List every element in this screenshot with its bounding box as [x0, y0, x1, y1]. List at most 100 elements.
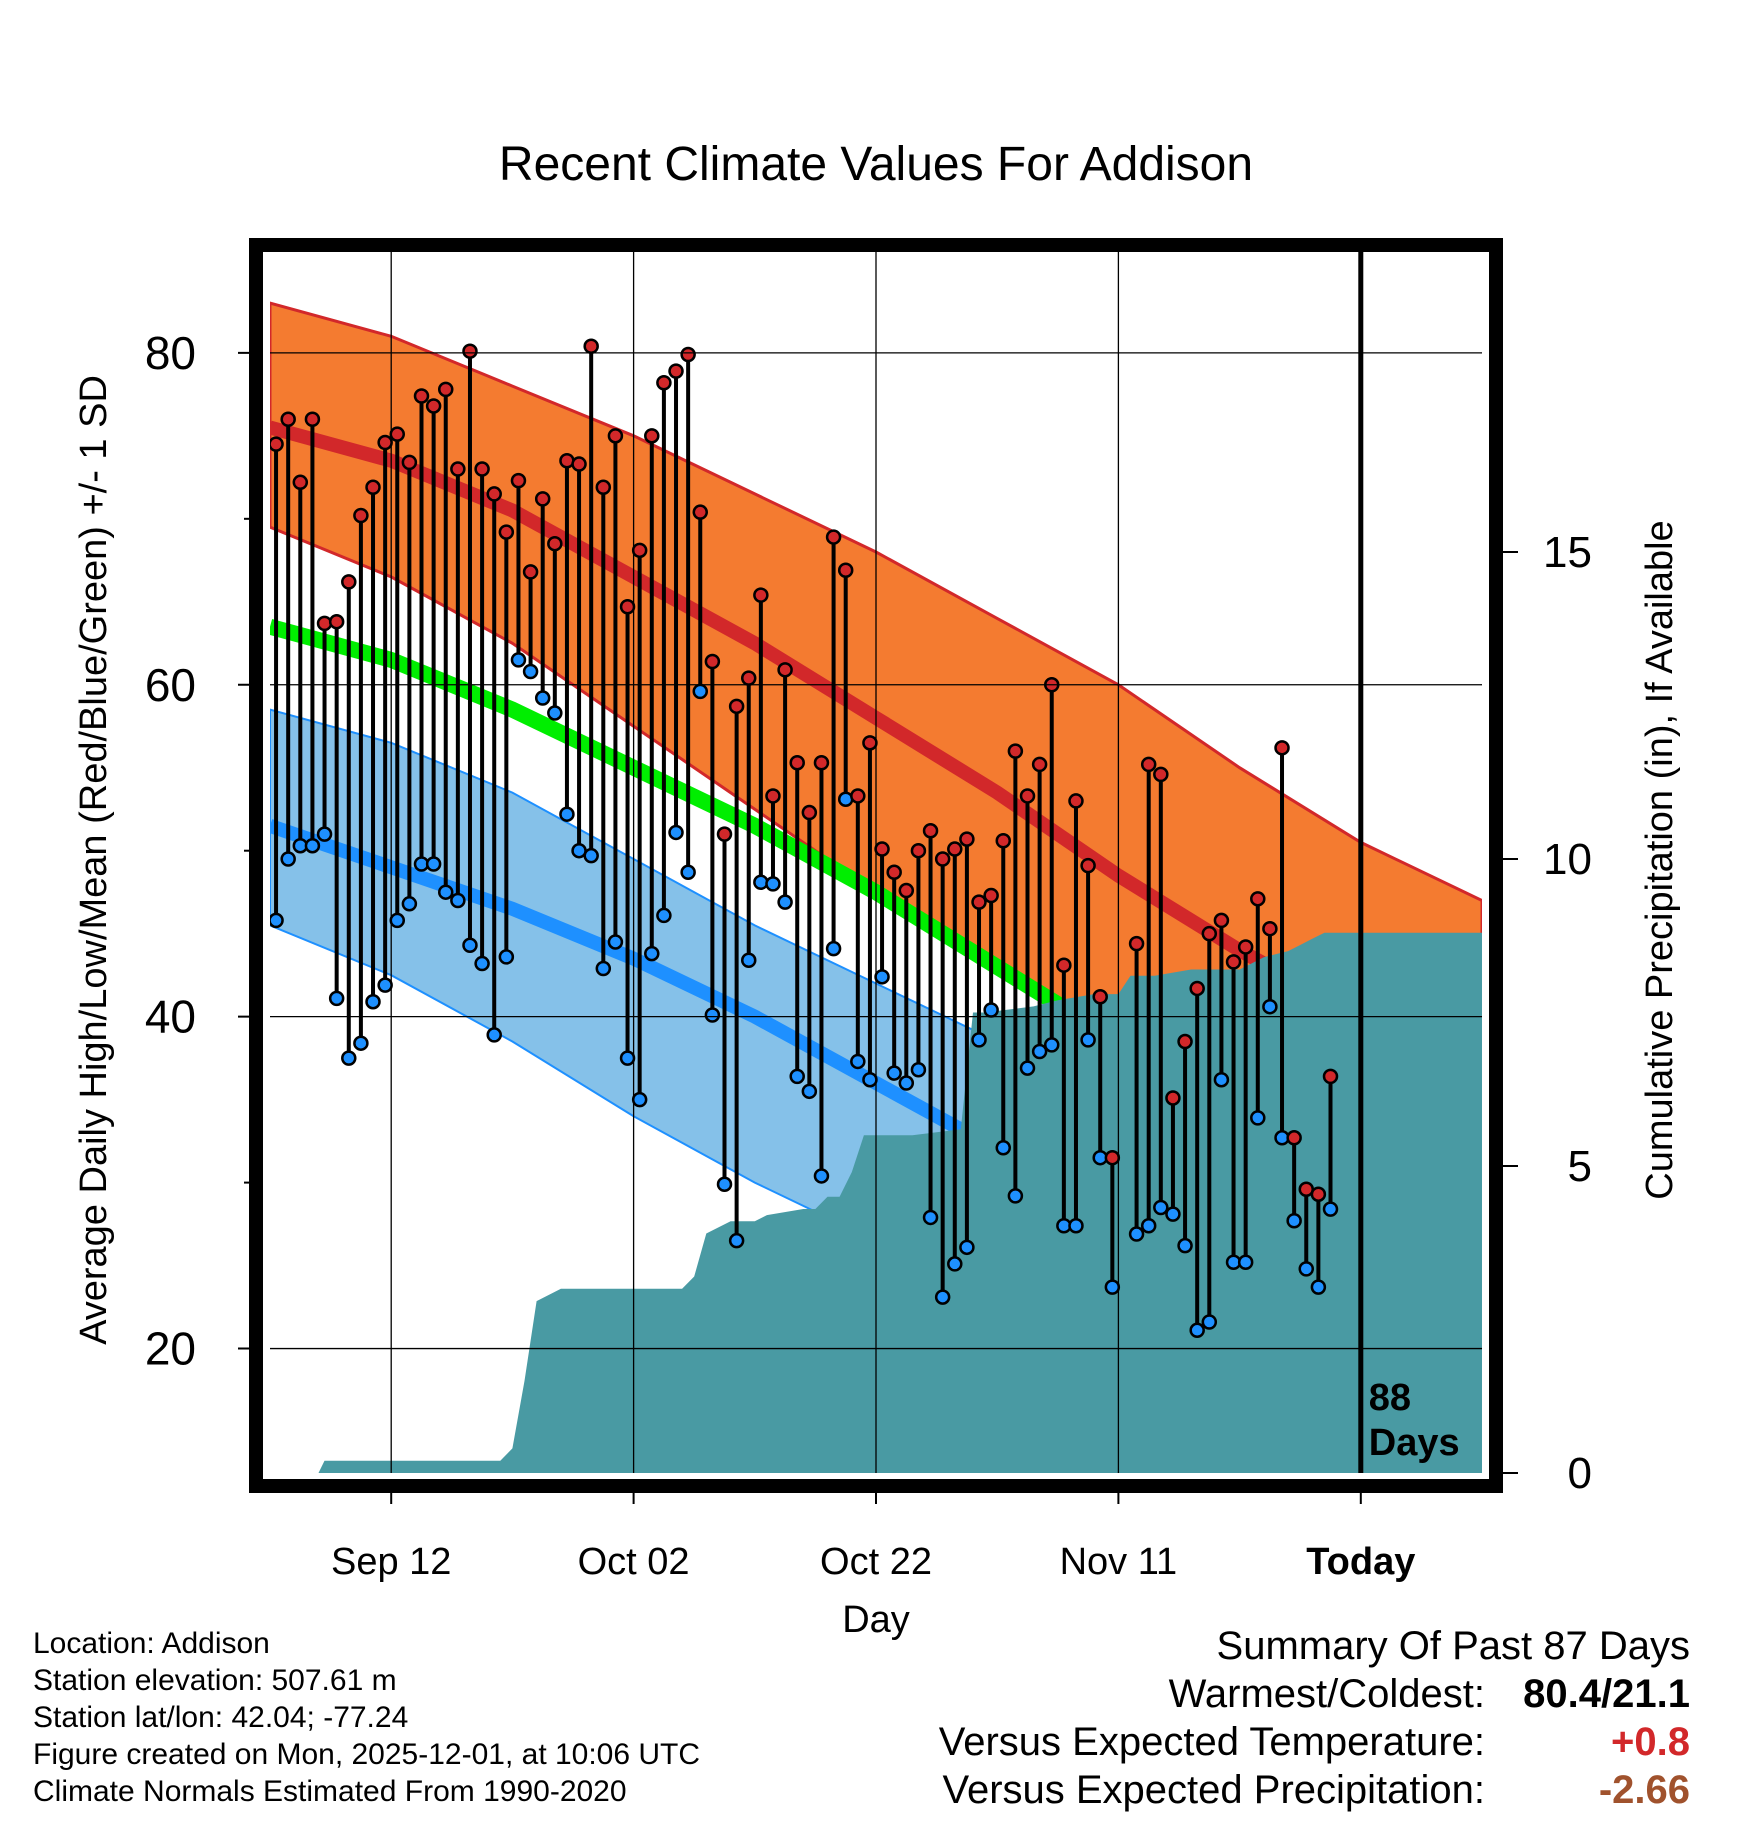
- daily-high-point: [1213, 912, 1230, 929]
- daily-low-point: [534, 690, 551, 706]
- summary-precip-row: Versus Expected Precipitation: -2.66: [790, 1766, 1690, 1814]
- daily-low-point: [692, 683, 709, 700]
- daily-high-point: [1140, 756, 1157, 773]
- daily-low-point: [801, 1083, 818, 1100]
- x-tick-label: Oct 22: [820, 1541, 932, 1583]
- summary-panel: Summary Of Past 87 Days Warmest/Coldest:…: [790, 1622, 1690, 1814]
- daily-high-point: [1031, 756, 1048, 773]
- x-axis-label: Day: [842, 1599, 910, 1641]
- summary-temp-row: Versus Expected Temperature: +0.8: [790, 1718, 1690, 1766]
- daily-low-point: [910, 1062, 927, 1078]
- daily-low-point: [1165, 1206, 1181, 1222]
- daily-low-point: [1019, 1060, 1036, 1076]
- daily-low-point: [934, 1289, 951, 1305]
- daily-high-point: [304, 411, 321, 427]
- daily-low-point: [389, 912, 406, 929]
- daily-high-point: [1322, 1068, 1339, 1085]
- daily-high-point: [1189, 980, 1205, 997]
- daily-high-point: [280, 411, 296, 427]
- daily-high-point: [1274, 740, 1290, 756]
- x-tick-label: Sep 12: [331, 1541, 451, 1583]
- daily-low-point: [1286, 1213, 1302, 1229]
- daily-low-point: [995, 1139, 1012, 1156]
- today-days-label: Days: [1369, 1422, 1460, 1464]
- summary-temp-label: Versus Expected Temperature:: [938, 1720, 1485, 1764]
- summary-title: Summary Of Past 87 Days: [1216, 1624, 1690, 1668]
- daily-high-point: [995, 832, 1012, 849]
- daily-low-point: [850, 1053, 866, 1070]
- x-tick-label: Today: [1306, 1541, 1415, 1583]
- daily-high-point: [1080, 857, 1096, 874]
- daily-low-point: [1007, 1188, 1024, 1204]
- daily-high-point: [1177, 1033, 1193, 1050]
- daily-low-point: [328, 990, 345, 1007]
- daily-low-point: [377, 977, 393, 993]
- daily-high-point: [1250, 891, 1266, 907]
- daily-low-point: [425, 856, 442, 872]
- daily-high-point: [1056, 957, 1072, 973]
- daily-low-point: [898, 1075, 915, 1091]
- daily-high-point: [547, 535, 563, 552]
- summary-warmest-row: Warmest/Coldest: 80.4/21.1: [790, 1670, 1690, 1718]
- daily-low-point: [740, 952, 757, 968]
- daily-low-point: [1262, 998, 1278, 1015]
- daily-low-point: [1128, 1226, 1145, 1242]
- daily-high-point: [571, 456, 587, 472]
- daily-low-point: [983, 1002, 999, 1018]
- daily-high-point: [801, 804, 818, 821]
- daily-low-point: [1189, 1322, 1205, 1339]
- info-location: Location: Addison: [33, 1627, 270, 1660]
- daily-low-point: [765, 876, 781, 892]
- daily-low-point: [607, 934, 624, 950]
- daily-high-point: [704, 653, 721, 670]
- daily-low-point: [1104, 1279, 1121, 1295]
- daily-low-point: [971, 1032, 987, 1048]
- daily-low-point: [668, 824, 684, 841]
- daily-high-point: [353, 507, 369, 524]
- daily-high-point: [959, 831, 975, 847]
- daily-high-point: [619, 599, 636, 615]
- daily-high-point: [270, 436, 284, 452]
- daily-low-point: [353, 1035, 369, 1051]
- info-created: Figure created on Mon, 2025-12-01, at 10…: [33, 1738, 701, 1771]
- daily-high-point: [1153, 766, 1169, 783]
- x-tick-label: Oct 02: [578, 1541, 690, 1583]
- daily-high-point: [874, 841, 890, 857]
- daily-low-point: [1177, 1237, 1193, 1254]
- daily-high-point: [607, 428, 624, 444]
- daily-high-point: [1165, 1090, 1181, 1106]
- daily-high-point: [328, 613, 345, 630]
- daily-high-point: [1019, 788, 1036, 804]
- daily-low-point: [922, 1209, 939, 1226]
- daily-high-point: [1068, 793, 1084, 809]
- daily-high-point: [365, 479, 381, 496]
- daily-high-point: [462, 343, 478, 359]
- daily-high-point: [377, 434, 393, 451]
- daily-low-point: [1031, 1043, 1048, 1060]
- x-tick-label: Nov 11: [1060, 1541, 1178, 1583]
- daily-low-point: [886, 1065, 902, 1081]
- daily-high-point: [1007, 743, 1024, 759]
- daily-low-point: [401, 896, 418, 912]
- daily-low-point: [704, 1007, 721, 1023]
- daily-low-point: [547, 705, 563, 721]
- daily-low-point: [1322, 1201, 1339, 1217]
- daily-high-point: [1262, 920, 1278, 937]
- daily-high-point: [656, 374, 672, 391]
- daily-high-point: [498, 524, 515, 540]
- summary-precip-label: Versus Expected Precipitation:: [942, 1768, 1485, 1812]
- daily-low-point: [1140, 1217, 1157, 1234]
- plot-frame: [249, 238, 1503, 1493]
- daily-high-point: [510, 472, 527, 489]
- daily-low-point: [280, 851, 296, 867]
- daily-low-point: [1298, 1261, 1315, 1277]
- daily-low-point: [656, 907, 672, 924]
- daily-high-point: [1092, 988, 1108, 1005]
- daily-high-point: [680, 346, 696, 363]
- y-tick-label: 20: [145, 1323, 196, 1375]
- daily-low-point: [947, 1256, 963, 1272]
- daily-low-point: [474, 955, 490, 972]
- summary-precip-value: -2.66: [1598, 1768, 1690, 1812]
- daily-low-point: [1237, 1254, 1254, 1270]
- daily-high-point: [825, 529, 842, 545]
